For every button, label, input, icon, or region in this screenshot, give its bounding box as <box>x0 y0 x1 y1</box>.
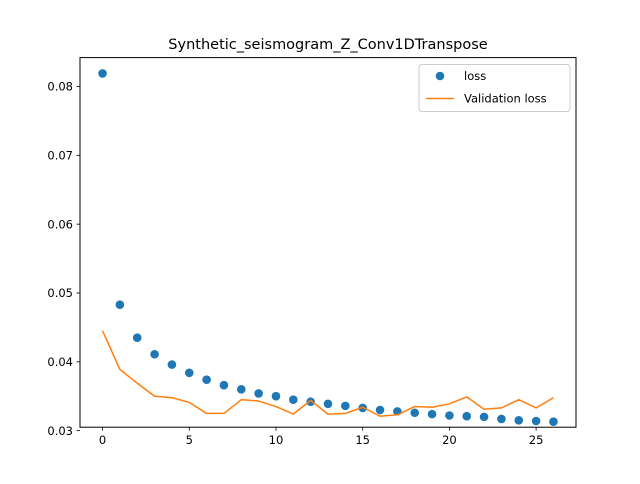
legend-marker-swatch <box>435 71 445 81</box>
loss-point <box>271 391 281 401</box>
loss-point <box>150 349 159 359</box>
y-tick-label: 0.05 <box>47 286 73 300</box>
loss-point <box>219 380 229 390</box>
loss-point <box>306 397 315 407</box>
y-tick-label: 0.03 <box>47 424 73 438</box>
y-tick-label: 0.04 <box>47 355 73 369</box>
axes: 0 5 10 15 20 25 0.03 0.04 0.05 0.06 0.07 0.08 <box>47 80 543 447</box>
x-tick-label: 0 <box>99 433 106 447</box>
y-tick-label: 0.08 <box>47 80 73 94</box>
loss-point <box>98 69 107 78</box>
validation-loss-line <box>101 330 554 417</box>
loss-point <box>202 375 211 385</box>
loss-point <box>341 401 350 411</box>
plot-series <box>98 69 558 426</box>
x-tick-label: 10 <box>269 433 284 447</box>
x-tick-label: 5 <box>186 433 193 447</box>
loss-point <box>462 411 472 421</box>
loss-point <box>549 417 558 426</box>
loss-point <box>427 409 437 419</box>
loss-point <box>115 300 125 309</box>
x-tick-label: 25 <box>529 433 544 447</box>
loss-point <box>254 389 263 398</box>
loss-point <box>531 416 541 426</box>
loss-point <box>184 368 194 378</box>
loss-point <box>289 395 298 404</box>
loss-point <box>236 385 246 394</box>
legend: loss Validation loss <box>418 64 571 112</box>
legend-box <box>418 64 571 112</box>
legend-label: loss <box>464 69 486 83</box>
legend-label: Validation loss <box>464 92 547 106</box>
loss-point <box>323 399 333 409</box>
loss-point <box>514 416 524 425</box>
loss-point <box>167 360 177 369</box>
loss-point <box>410 408 420 418</box>
x-tick-label: 20 <box>442 433 457 447</box>
loss-point <box>479 412 489 422</box>
loss-point <box>445 411 454 420</box>
loss-point <box>375 405 385 415</box>
loss-point <box>497 414 506 424</box>
y-tick-label: 0.07 <box>47 149 73 163</box>
loss-point <box>132 333 142 343</box>
y-tick-label: 0.06 <box>47 217 73 231</box>
chart-title: Synthetic_seismogram_Z_Conv1DTranspose <box>168 37 487 53</box>
axes-frame <box>79 57 577 428</box>
x-tick-label: 15 <box>355 433 370 447</box>
